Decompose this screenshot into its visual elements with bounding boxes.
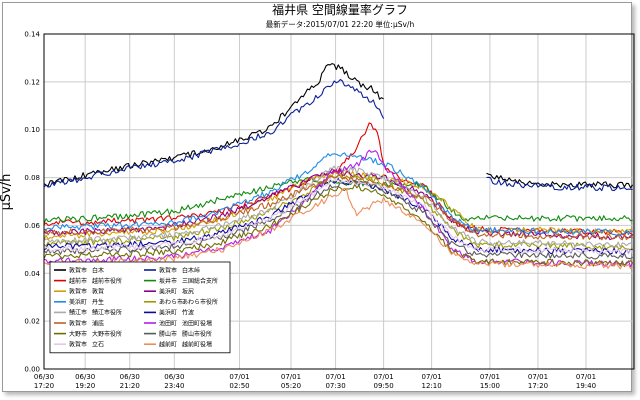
legend-city: 鯖江市 — [69, 309, 87, 317]
legend-station: あわら市役所 — [182, 298, 218, 306]
x-tick-date: 06/30 — [75, 373, 95, 381]
x-tick-date: 07/01 — [281, 373, 301, 381]
x-tick-time: 09:50 — [373, 382, 393, 390]
x-tick-time: 21:20 — [120, 382, 140, 390]
legend-city: 美浜町 — [159, 288, 177, 296]
legend-city: 勝山市 — [159, 330, 177, 338]
y-tick-label: 0.08 — [24, 174, 40, 182]
legend-station: 三国総合支所 — [182, 277, 218, 285]
legend-city: 敦賀市 — [69, 319, 87, 327]
legend-station: 大野市役所 — [92, 330, 122, 338]
x-tick-date: 06/30 — [34, 373, 54, 381]
y-tick-label: 0.04 — [24, 270, 40, 278]
x-tick-time: 02:50 — [229, 382, 249, 390]
legend-station: 勝山市役所 — [182, 330, 212, 338]
legend-station: 坂尻 — [182, 288, 194, 296]
series-line — [44, 152, 633, 236]
legend-city: 敦賀市 — [69, 266, 87, 274]
series-line — [43, 177, 634, 255]
x-tick-date: 06/30 — [164, 373, 184, 381]
series-line — [43, 187, 633, 270]
series-line — [43, 174, 634, 241]
legend-city: 敦賀市 — [69, 288, 87, 296]
x-tick-time: 17:20 — [34, 382, 54, 390]
legend-station: 越前市役所 — [92, 277, 122, 285]
legend-station: 立石 — [92, 341, 104, 349]
y-tick-label: 0.00 — [24, 366, 40, 374]
legend-station: 敦賀 — [92, 288, 104, 296]
legend-station: 白木峠 — [182, 266, 200, 274]
y-tick-label: 0.02 — [24, 318, 40, 326]
legend-city: 越前市 — [69, 277, 87, 285]
legend-city: 坂井市 — [159, 277, 177, 285]
y-tick-label: 0.10 — [24, 126, 40, 134]
legend-city: 美浜町 — [159, 309, 177, 317]
legend-city: 敦賀市 — [159, 266, 177, 274]
x-tick-time: 15:00 — [480, 382, 500, 390]
x-tick-date: 07/01 — [422, 373, 442, 381]
x-tick-time: 19:40 — [576, 382, 596, 390]
y-axis-label: μSv/h — [0, 174, 14, 211]
x-tick-date: 07/01 — [229, 373, 249, 381]
x-tick-time: 19:20 — [75, 382, 95, 390]
x-tick-date: 07/01 — [576, 373, 596, 381]
x-tick-time: 17:20 — [528, 382, 548, 390]
legend-station: 鯖江市役所 — [92, 309, 122, 317]
series-line — [43, 177, 633, 224]
series-line — [43, 165, 634, 248]
x-tick-date: 07/01 — [373, 373, 393, 381]
chart-title: 福井県 空間線量率グラフ — [272, 2, 408, 17]
x-tick-date: 07/01 — [528, 373, 548, 381]
legend-station: 白木 — [92, 266, 104, 274]
legend-city: 池田町 — [159, 319, 177, 327]
series-line — [43, 149, 634, 268]
legend-station: 越前町役場 — [182, 341, 212, 349]
x-tick-time: 07:30 — [325, 382, 345, 390]
legend-box — [49, 261, 231, 354]
legend-city: 越前町 — [159, 341, 177, 349]
y-tick-label: 0.12 — [24, 78, 40, 86]
y-tick-label: 0.14 — [24, 31, 40, 39]
x-tick-time: 12:10 — [422, 382, 442, 390]
legend-station: 竹波 — [182, 309, 194, 317]
x-tick-date: 06/30 — [120, 373, 140, 381]
chart-subtitle: 最新データ:2015/07/01 22:20 単位:μSv/h — [266, 19, 415, 29]
legend-station: 浦底 — [92, 319, 104, 327]
plot-area — [43, 33, 635, 370]
legend-station: 池田町役場 — [182, 319, 212, 327]
legend-city: あわら市 — [159, 298, 183, 306]
legend-city: 大野市 — [69, 330, 87, 338]
legend-city: 美浜町 — [69, 298, 87, 306]
legend-city: 敦賀市 — [69, 341, 87, 349]
series-line — [43, 78, 633, 192]
x-tick-date: 07/01 — [480, 373, 500, 381]
x-tick-time: 23:40 — [164, 382, 184, 390]
x-tick-date: 07/01 — [325, 373, 345, 381]
x-tick-time: 05:20 — [281, 382, 301, 390]
legend-station: 丹生 — [92, 298, 104, 306]
y-tick-label: 0.06 — [24, 222, 40, 230]
